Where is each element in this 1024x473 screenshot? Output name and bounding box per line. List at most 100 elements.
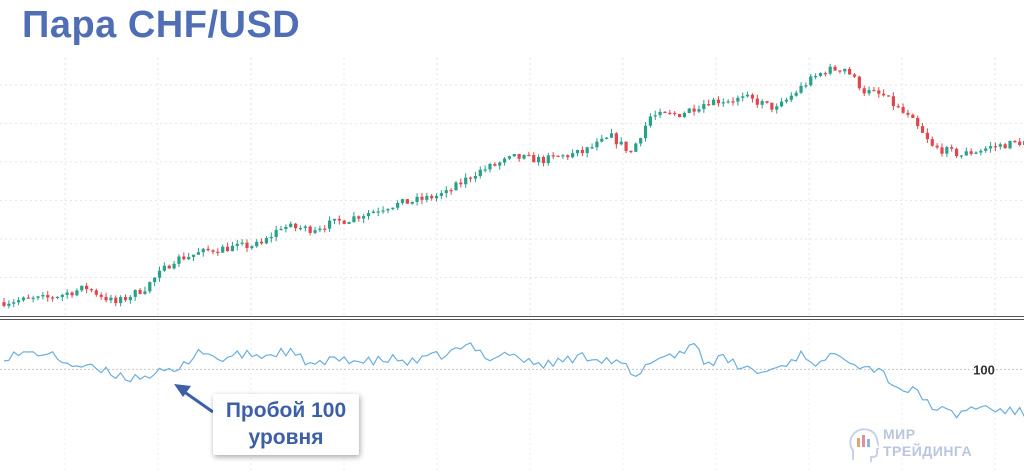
candle [60, 294, 64, 297]
candle [852, 74, 857, 77]
candle [809, 76, 813, 86]
candle [119, 297, 123, 304]
candle [988, 146, 993, 149]
candle [745, 94, 750, 97]
candle [148, 282, 152, 292]
candle [99, 294, 103, 297]
callout-box: Пробой 100 уровня [213, 394, 359, 455]
candle [551, 155, 555, 157]
candle [741, 96, 745, 98]
candle [789, 95, 793, 100]
candle [663, 111, 667, 114]
indicator [3, 342, 1024, 419]
page-title: Пара CHF/USD [22, 4, 301, 46]
candle [191, 254, 196, 257]
candle [668, 112, 672, 114]
candle [157, 270, 162, 278]
candle [721, 102, 725, 104]
candle [624, 141, 628, 151]
candle [123, 297, 128, 301]
candle [206, 248, 210, 251]
candle [26, 297, 30, 299]
candle [969, 151, 973, 154]
candle [950, 147, 954, 149]
candle [736, 97, 740, 102]
logo-text: МИР ТРЕЙДИНГА [883, 426, 972, 460]
candle [750, 94, 755, 99]
candle [600, 138, 604, 142]
candle [362, 216, 366, 219]
candle [153, 277, 157, 283]
candle [36, 296, 40, 298]
candle [823, 73, 827, 75]
candle [794, 92, 798, 96]
candle [954, 148, 959, 157]
candle [240, 242, 244, 244]
candle [225, 246, 230, 252]
candle [609, 133, 614, 138]
candle [454, 182, 458, 191]
candle [264, 238, 269, 244]
candle [716, 99, 721, 104]
candle [512, 153, 516, 157]
brain-head-icon [849, 428, 879, 462]
candle [1008, 140, 1012, 149]
candle [143, 291, 147, 294]
candle [877, 90, 881, 94]
candle [269, 236, 273, 239]
candle [838, 70, 842, 72]
candle [522, 155, 526, 159]
candle [687, 108, 691, 114]
candle [901, 106, 905, 113]
candle [187, 256, 191, 260]
candle [571, 153, 575, 158]
candle [979, 150, 983, 153]
candle [677, 114, 682, 118]
candle [862, 88, 866, 94]
callout-line-1: Пробой 100 [225, 399, 347, 422]
candle [731, 101, 735, 103]
candle [639, 138, 643, 144]
candle [201, 248, 205, 253]
candle [289, 223, 293, 227]
candle [376, 211, 380, 213]
candle [784, 99, 789, 102]
candle [561, 155, 565, 157]
candle [580, 149, 584, 154]
candle [298, 228, 303, 230]
candle [415, 196, 419, 202]
candle [221, 246, 225, 253]
candle [328, 220, 332, 229]
candle [347, 222, 351, 224]
candle [410, 201, 414, 204]
candle [342, 220, 346, 224]
candle [255, 241, 259, 247]
candle [541, 157, 546, 164]
candle [250, 246, 254, 248]
indicator-line [3, 342, 1024, 419]
candle [755, 98, 759, 105]
candle [381, 210, 385, 212]
candle [1018, 141, 1022, 146]
candle [920, 126, 925, 133]
candle [566, 155, 570, 158]
candle [760, 101, 764, 105]
candle [935, 145, 939, 148]
candle [366, 213, 371, 217]
candle [211, 250, 215, 252]
candle [643, 125, 648, 139]
candle [872, 90, 876, 92]
candle [80, 285, 84, 291]
candle [537, 157, 541, 163]
candle [182, 256, 186, 260]
logo-line-1: МИР [883, 426, 916, 442]
candle [507, 156, 512, 159]
candle [318, 228, 322, 231]
candle [590, 147, 594, 149]
candle [89, 289, 94, 291]
candle [843, 68, 847, 72]
candle [707, 104, 711, 106]
candle [930, 139, 934, 146]
candle [70, 292, 74, 296]
candle [352, 216, 356, 223]
